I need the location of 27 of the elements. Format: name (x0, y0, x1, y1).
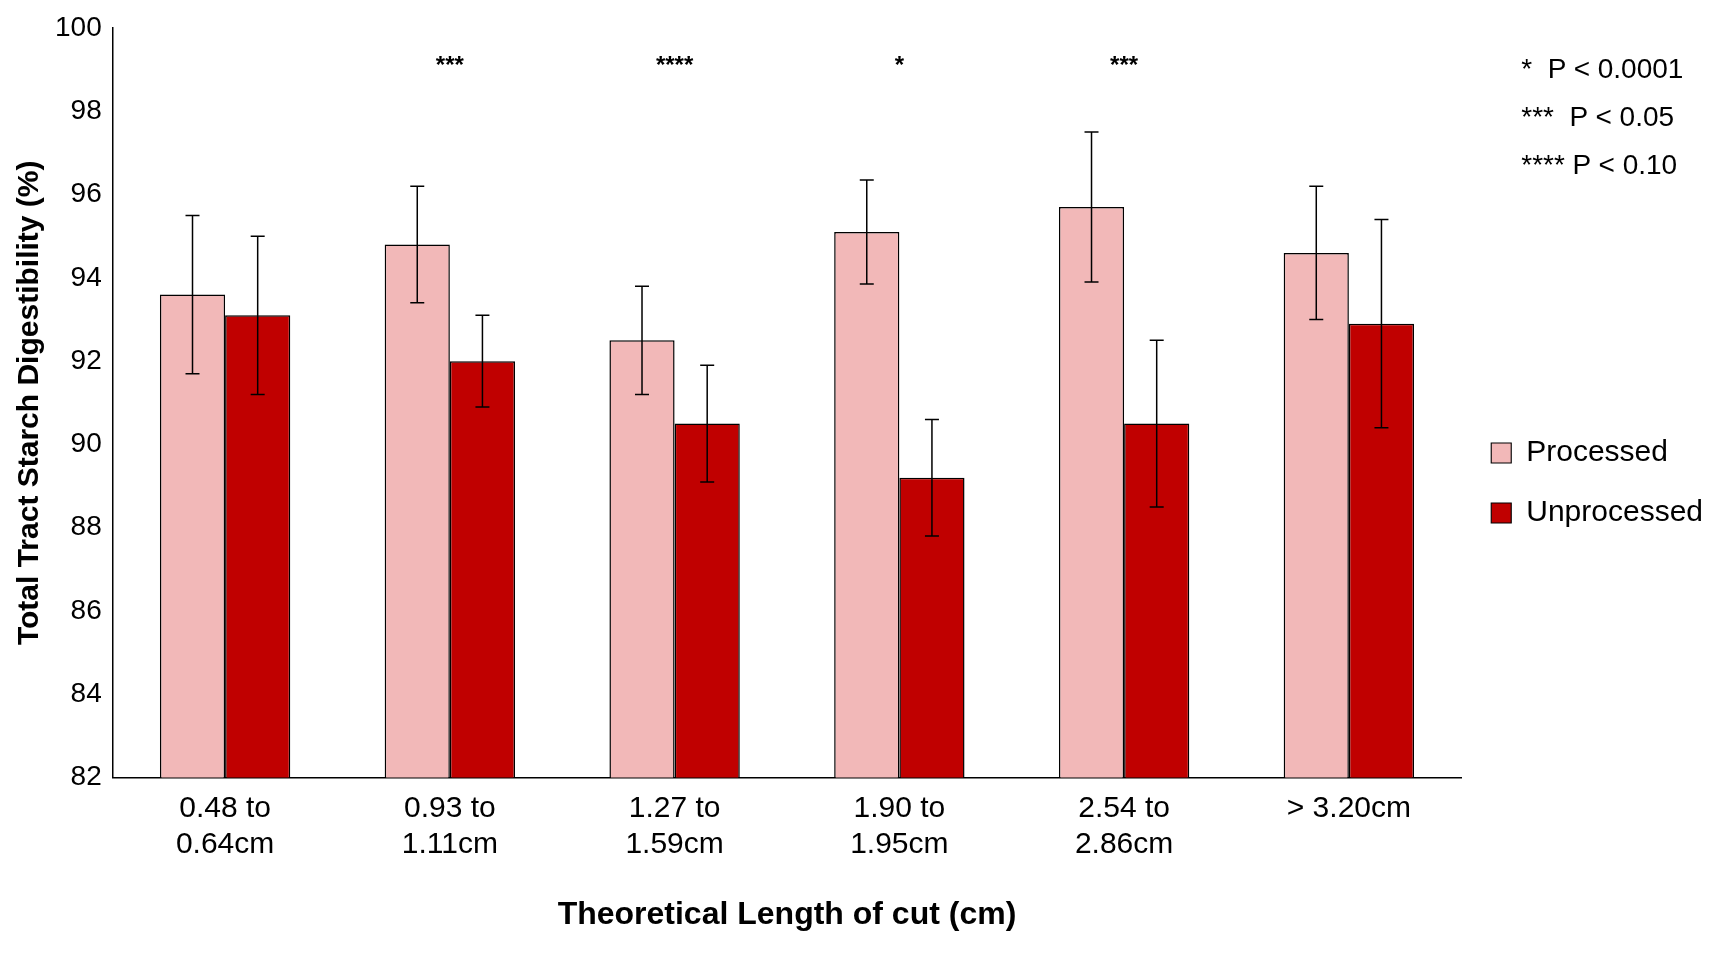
y-tick-label: 84 (70, 677, 102, 709)
x-tick-label: 0.48 to 0.64cm (175, 789, 275, 859)
legend-label: Processed (1526, 434, 1668, 468)
y-tick-label: 96 (70, 177, 102, 209)
x-tick-label: 0.93 to 1.11cm (401, 789, 498, 859)
y-tick-label: 100 (55, 10, 102, 42)
y-axis-title: Total Tract Starch Digestibility (%) (11, 160, 45, 646)
x-tick-label: 1.27 to 1.59cm (625, 789, 724, 859)
y-tick-label: 82 (70, 760, 102, 792)
y-tick-label: 98 (70, 94, 102, 126)
legend-label: Unprocessed (1526, 494, 1703, 528)
annotation: *** (1110, 51, 1139, 78)
x-tick-label: 1.90 to 1.95cm (850, 789, 949, 859)
text: **** P < 0.10 (1521, 149, 1678, 180)
y-tick-label: 88 (70, 510, 102, 542)
y-tick-label: 92 (70, 343, 102, 375)
text: *** P < 0.05 (1521, 101, 1675, 132)
y-tick-label: 94 (70, 260, 102, 292)
annotation: **** (655, 51, 694, 78)
text: * P < 0.0001 (1521, 53, 1684, 84)
annotation: * (894, 51, 905, 78)
x-tick-label: > 3.20cm (1286, 789, 1411, 823)
annotation: *** (435, 51, 465, 78)
y-tick-label: 90 (70, 427, 102, 459)
x-axis-title: Theoretical Length of cut (cm) (557, 894, 1017, 931)
y-tick-label: 86 (70, 593, 102, 625)
x-tick-label: 2.54 to 2.86cm (1074, 789, 1174, 859)
